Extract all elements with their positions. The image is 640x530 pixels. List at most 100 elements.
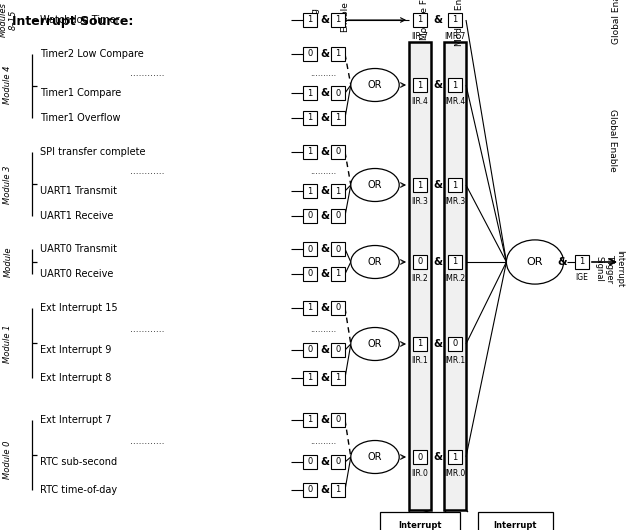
Text: Timer1 Overflow: Timer1 Overflow bbox=[40, 113, 120, 123]
Text: 0: 0 bbox=[335, 89, 340, 98]
Text: &: & bbox=[321, 211, 330, 221]
Bar bbox=[331, 483, 345, 497]
Text: 0: 0 bbox=[335, 304, 340, 313]
Text: &: & bbox=[321, 485, 330, 495]
Bar bbox=[331, 242, 345, 256]
Text: 1: 1 bbox=[335, 187, 340, 196]
Bar bbox=[448, 450, 462, 464]
Text: 1: 1 bbox=[307, 304, 312, 313]
Text: 1: 1 bbox=[579, 258, 584, 267]
Text: &: & bbox=[321, 345, 330, 355]
Text: 1: 1 bbox=[417, 15, 422, 24]
Text: UART0 Transmit: UART0 Transmit bbox=[40, 244, 117, 254]
Ellipse shape bbox=[351, 68, 399, 102]
Text: 1: 1 bbox=[307, 187, 312, 196]
Bar bbox=[448, 337, 462, 351]
Text: IMR.7: IMR.7 bbox=[444, 32, 466, 41]
Bar bbox=[303, 483, 317, 497]
Text: 1: 1 bbox=[335, 49, 340, 58]
Text: 0: 0 bbox=[417, 453, 422, 462]
Text: 0: 0 bbox=[335, 211, 340, 220]
Text: 1: 1 bbox=[307, 147, 312, 156]
Text: 1: 1 bbox=[417, 81, 422, 90]
Bar bbox=[331, 343, 345, 357]
Text: ............: ............ bbox=[130, 167, 164, 176]
Text: 1: 1 bbox=[307, 89, 312, 98]
Text: 0: 0 bbox=[307, 485, 312, 494]
Text: 1: 1 bbox=[417, 181, 422, 190]
Text: 0: 0 bbox=[335, 244, 340, 253]
Text: IIR.7: IIR.7 bbox=[412, 32, 428, 41]
Text: &: & bbox=[321, 303, 330, 313]
Bar bbox=[303, 267, 317, 281]
Text: Module: Module bbox=[3, 247, 13, 277]
Text: IMR.2: IMR.2 bbox=[444, 274, 465, 283]
Bar bbox=[331, 371, 345, 385]
Text: OR: OR bbox=[368, 80, 382, 90]
Text: IIR.4: IIR.4 bbox=[412, 97, 428, 106]
Bar bbox=[575, 255, 589, 269]
Text: 1: 1 bbox=[452, 258, 458, 267]
Bar bbox=[331, 47, 345, 61]
Text: 1: 1 bbox=[452, 181, 458, 190]
Bar bbox=[303, 209, 317, 223]
Text: &: & bbox=[433, 80, 442, 90]
Bar bbox=[303, 455, 317, 469]
Bar bbox=[444, 42, 466, 510]
Text: ............: ............ bbox=[130, 69, 164, 78]
Bar bbox=[448, 13, 462, 27]
Text: UART1 Receive: UART1 Receive bbox=[40, 211, 113, 221]
Text: Global Enable: Global Enable bbox=[607, 109, 616, 171]
Text: Flag: Flag bbox=[310, 7, 319, 26]
Text: 1: 1 bbox=[335, 374, 340, 383]
Text: Interrupt
Mask
Register IMR: Interrupt Mask Register IMR bbox=[484, 520, 545, 530]
Text: 1: 1 bbox=[452, 81, 458, 90]
Text: &: & bbox=[557, 257, 567, 267]
Text: Module 3: Module 3 bbox=[3, 166, 13, 204]
Text: Ext Interrupt 15: Ext Interrupt 15 bbox=[40, 303, 118, 313]
Bar bbox=[331, 13, 345, 27]
Text: Interrupt
Identification
Register IIR: Interrupt Identification Register IIR bbox=[388, 520, 452, 530]
Bar bbox=[303, 13, 317, 27]
Text: 1: 1 bbox=[307, 113, 312, 122]
Bar bbox=[448, 78, 462, 92]
Bar bbox=[380, 512, 460, 530]
Bar bbox=[331, 209, 345, 223]
Text: &: & bbox=[433, 15, 442, 25]
Bar bbox=[413, 255, 427, 269]
Text: 0: 0 bbox=[417, 258, 422, 267]
Text: IMR.4: IMR.4 bbox=[444, 97, 466, 106]
Text: UART0 Receive: UART0 Receive bbox=[40, 269, 113, 279]
Text: Enable: Enable bbox=[340, 2, 349, 32]
Bar bbox=[303, 343, 317, 357]
Text: &: & bbox=[321, 269, 330, 279]
Text: 0: 0 bbox=[335, 346, 340, 355]
Text: IMR.0: IMR.0 bbox=[444, 469, 466, 478]
Text: ..........: .......... bbox=[310, 69, 336, 78]
Text: IIR.1: IIR.1 bbox=[412, 356, 428, 365]
Ellipse shape bbox=[351, 169, 399, 201]
Bar bbox=[413, 450, 427, 464]
Bar bbox=[413, 78, 427, 92]
Text: IGE: IGE bbox=[575, 273, 588, 282]
Text: Module Flag: Module Flag bbox=[420, 0, 429, 40]
Text: ..........: .......... bbox=[310, 437, 336, 446]
Text: &: & bbox=[433, 452, 442, 462]
Bar bbox=[303, 413, 317, 427]
Bar bbox=[331, 86, 345, 100]
Text: OR: OR bbox=[368, 452, 382, 462]
Text: 0: 0 bbox=[335, 416, 340, 425]
Text: ..........: .......... bbox=[310, 324, 336, 333]
Text: ..........: .......... bbox=[310, 167, 336, 176]
Bar bbox=[331, 111, 345, 125]
Text: Interrupt
Trigger
Signal: Interrupt Trigger Signal bbox=[594, 250, 624, 287]
Bar bbox=[303, 47, 317, 61]
Text: 1: 1 bbox=[335, 15, 340, 24]
Bar bbox=[409, 42, 431, 510]
Text: OR: OR bbox=[527, 257, 543, 267]
Bar bbox=[331, 145, 345, 159]
Text: Module 4: Module 4 bbox=[3, 66, 13, 104]
Bar bbox=[303, 184, 317, 198]
Text: &: & bbox=[433, 339, 442, 349]
Bar bbox=[303, 301, 317, 315]
